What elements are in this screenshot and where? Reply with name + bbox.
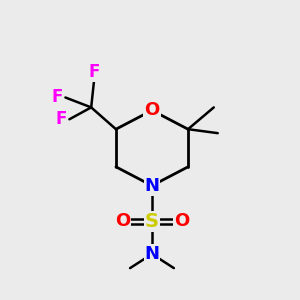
Text: S: S [145,212,159,231]
Text: N: N [145,245,160,263]
Text: F: F [88,63,100,81]
Text: F: F [52,88,63,106]
Text: O: O [174,212,189,230]
Text: F: F [56,110,67,128]
Text: N: N [145,177,160,195]
Text: O: O [144,101,160,119]
Text: O: O [115,212,130,230]
